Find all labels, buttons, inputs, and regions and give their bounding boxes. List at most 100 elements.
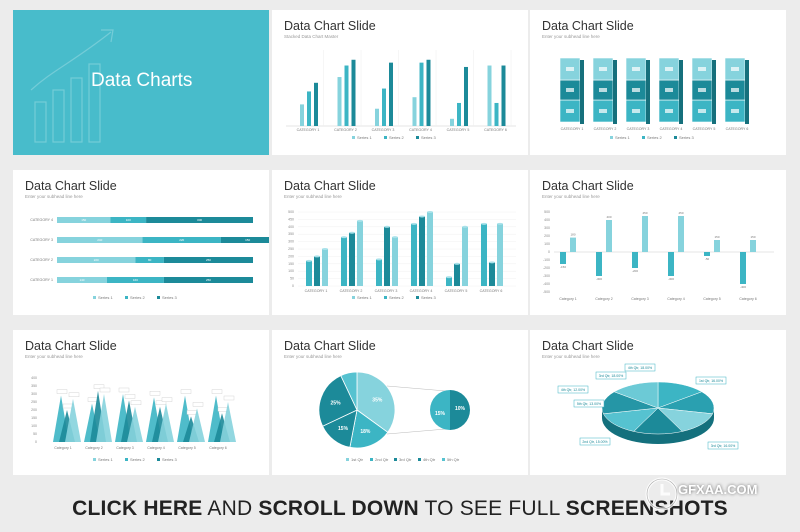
slide-horizontal-stacked[interactable]: Data Chart Slide Enter your subhead line… [13,170,269,315]
y-tick-label: -300 [543,274,550,278]
value-box [566,88,574,92]
chart-6: 0 50 100 150 200 250 300 350 400 Category 1 Catego… [31,376,236,462]
data-label: 400 [606,215,611,219]
value-callout [192,402,204,407]
category-label: Category 1 [559,297,577,301]
y-tick-label: 100 [31,424,37,428]
cover-slide[interactable]: Data Charts [13,10,269,155]
slide-title: Data Chart Slide [25,179,117,193]
value-box [599,109,607,113]
slide-positive-negative[interactable]: Data Chart Slide Enter your subhead line… [530,170,786,315]
column [306,260,312,286]
data-label: -400 [740,285,746,289]
bar [337,77,342,126]
chart-3: CATEGORY 4 150 100 300 CATEGORY 3 240 220 150 CA… [30,217,269,300]
bar-segment [57,217,111,223]
category-label: Category 3 [631,297,649,301]
data-label: 220 [179,238,184,242]
y-tick-label: 150 [31,416,37,420]
y-tick-label: -500 [543,290,550,294]
bar-segment [57,277,107,283]
chart-8: 3rd Qtr, 18.00% 4th Qtr, 18.00% 1st Qtr, 1… [557,363,739,450]
legend-swatch [157,458,160,461]
legend-swatch [157,296,160,299]
slide-subtitle: Enter your subhead line here [25,354,83,359]
pie-slice [318,375,358,427]
column [489,262,495,286]
bar [426,59,431,127]
legend-swatch [610,136,613,139]
pie-slice [603,407,659,432]
legend-label: Series 2 [647,135,662,140]
category-label: CATEGORY 4 [660,127,683,131]
pie-slice [657,391,715,415]
footer-banner[interactable]: CLICK HERE AND SCROLL DOWN TO SEE FULL S… [0,486,800,532]
value-callout [93,384,105,389]
category-label: CATEGORY 6 [726,127,749,131]
y-tick-label: 100 [288,269,294,273]
data-label: -200 [632,269,638,273]
y-tick-label: 500 [288,210,294,214]
legend-label: 3rd Qtr [399,457,412,462]
value-callout [118,387,130,393]
bar-segment [163,257,253,263]
bar [750,240,756,252]
slide-3d-stacked-bar[interactable]: Data Chart Slide Enter your subhead line… [530,10,786,155]
growth-chart-icon [30,29,114,143]
y-tick-label: 250 [288,247,294,251]
pyramid [65,398,81,442]
value-callout [149,391,161,396]
callout-label: 3rd Qtr, 16.00% [711,444,736,448]
column [341,237,347,286]
legend-swatch [416,136,419,139]
y-tick-label: 400 [288,225,294,229]
bar [314,82,318,126]
column [349,232,355,286]
footer-and: AND [202,497,259,520]
connector-line [386,428,447,435]
stack-side [712,102,716,124]
value-callout [99,387,111,393]
category-label: CATEGORY 1 [297,128,320,132]
data-label: 220 [94,258,99,262]
category-label: CATEGORY 3 [627,127,650,131]
category-label: CATEGORY 3 [375,289,398,293]
stack-side [646,82,650,102]
bar-segment [163,277,253,283]
footer-to-see: TO SEE FULL [418,497,566,520]
slide-subtitle: Enter your subhead line here [284,194,342,199]
slide-pie-of-pie[interactable]: Data Chart Slide Enter your subhead line… [272,330,528,475]
value-callout [180,389,192,394]
slide-title: Data Chart Slide [284,339,376,353]
slide-pyramid-chart[interactable]: Data Chart Slide Enter your subhead line… [13,330,269,475]
slide-3d-column[interactable]: Data Chart Slide Enter your subhead line… [272,170,528,315]
callout-box [579,437,611,446]
category-label: Category 4 [147,446,165,450]
bar-segment [57,237,143,243]
slide-3d-pie[interactable]: Data Chart Slide Enter your subhead line… [530,330,786,475]
legend-label: Series 1 [98,295,113,300]
category-label: CATEGORY 4 [410,289,433,293]
pyramid [127,406,143,442]
data-label: 100 [126,218,131,222]
data-label: 300 [197,218,202,222]
data-label: -150 [560,265,566,269]
column [446,277,452,286]
legend-swatch [125,458,128,461]
legend-label: Series 1 [357,295,372,300]
category-label: CATEGORY 4 [409,128,432,132]
slide-clustered-bar[interactable]: Data Chart Slide Stacked Data Chart Mast… [272,10,528,155]
column-top [349,231,355,234]
legend-swatch [93,458,96,461]
y-tick-label: -400 [543,282,550,286]
y-tick-label: 300 [288,240,294,244]
callout-box [573,399,605,408]
stack-side [613,102,617,124]
data-label: 150 [81,218,86,222]
data-label: 140 [79,278,84,282]
column [427,212,433,286]
y-tick-label: 50 [33,432,37,436]
legend-swatch [370,458,373,461]
pyramid [189,408,205,442]
legend-label: Series 3 [162,457,177,462]
